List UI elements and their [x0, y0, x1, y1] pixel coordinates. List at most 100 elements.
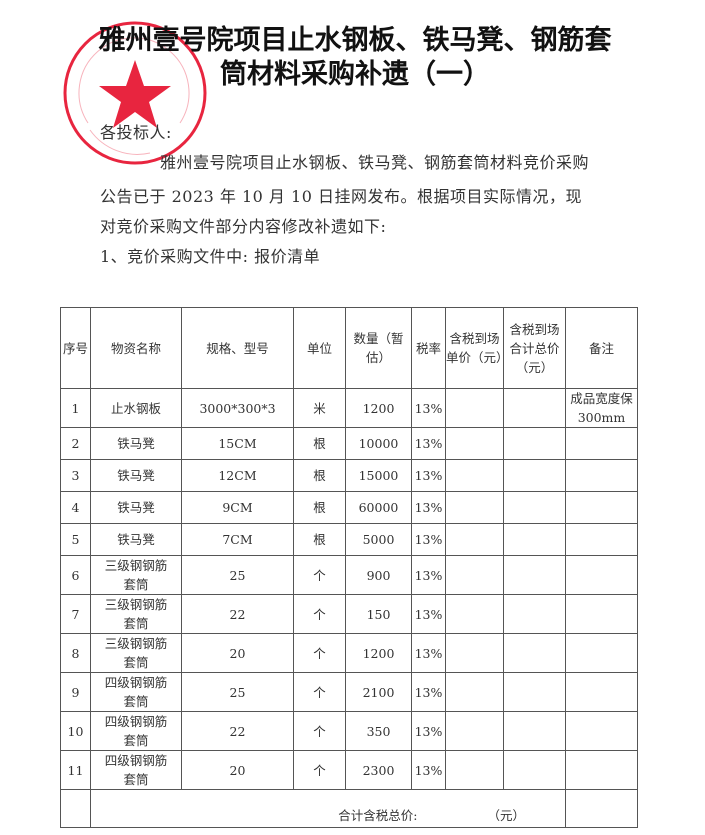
table-row: 3 铁马凳 12CM 根 15000 13%	[60, 459, 638, 492]
document-title-line2: 筒材料采购补遗（一）	[220, 59, 490, 90]
cell-unit: 个	[293, 555, 346, 595]
cell-total-price	[503, 459, 566, 492]
cell-unit: 个	[293, 633, 346, 673]
cell-total-price	[503, 750, 566, 790]
cell-unit: 米	[293, 388, 346, 428]
cell-note	[565, 523, 638, 556]
cell-qty: 2100	[345, 672, 412, 712]
cell-name: 四级钢钢筋套筒	[90, 711, 182, 751]
cell-name: 铁马凳	[90, 523, 182, 556]
column-header-label: 含税到场单价（元）	[446, 331, 509, 365]
cell-unit-price	[445, 594, 504, 634]
table-row: 7 三级钢钢筋套筒 22 个 150 13%	[60, 594, 638, 634]
cell-no: 3	[60, 459, 91, 492]
cell-name: 铁马凳	[90, 427, 182, 460]
cell-tax: 13%	[411, 555, 446, 595]
cell-tax: 13%	[411, 459, 446, 492]
cell-qty: 350	[345, 711, 412, 751]
cell-spec: 15CM	[181, 427, 294, 460]
cell-tax: 13%	[411, 633, 446, 673]
table-row: 8 三级钢钢筋套筒 20 个 1200 13%	[60, 633, 638, 673]
cell-unit-price	[445, 427, 504, 460]
total-label-cell: 合计含税总价: （元）	[90, 789, 566, 828]
cell-unit-price	[445, 523, 504, 556]
column-header-label: 单位	[306, 340, 332, 356]
cell-total-price	[503, 427, 566, 460]
column-header-label: 含税到场合计总价（元）	[509, 321, 560, 375]
paragraph-line: 雅州壹号院项目止水钢板、铁马凳、钢筋套筒材料竞价采购	[160, 153, 590, 172]
cell-unit-price	[445, 711, 504, 751]
column-header-label: 序号	[62, 340, 88, 356]
cell-note	[565, 711, 638, 751]
cell-note	[565, 594, 638, 634]
cell-unit-price	[445, 633, 504, 673]
column-header: 含税到场合计总价（元）	[503, 307, 566, 389]
cell-no: 4	[60, 491, 91, 524]
cell-no: 11	[60, 750, 91, 790]
cell-tax: 13%	[411, 711, 446, 751]
cell-unit: 个	[293, 594, 346, 634]
cell-qty: 1200	[345, 633, 412, 673]
table-row: 10 四级钢钢筋套筒 22 个 350 13%	[60, 711, 638, 751]
cell-no: 5	[60, 523, 91, 556]
column-header-label: 税率	[415, 340, 441, 356]
cell-unit-price	[445, 388, 504, 428]
cell-qty: 10000	[345, 427, 412, 460]
cell-note	[565, 555, 638, 595]
column-header-label: 物资名称	[110, 340, 161, 356]
table-row: 2 铁马凳 15CM 根 10000 13%	[60, 427, 638, 460]
cell-unit: 个	[293, 750, 346, 790]
cell-unit: 个	[293, 672, 346, 712]
cell-note	[565, 427, 638, 460]
cell-tax: 13%	[411, 427, 446, 460]
column-header: 序号	[60, 307, 91, 389]
cell-qty: 60000	[345, 491, 412, 524]
cell-total-price	[503, 594, 566, 634]
cell-spec: 7CM	[181, 523, 294, 556]
table-row: 1 止水钢板 3000*300*3 米 1200 13% 成品宽度保300mm	[60, 388, 638, 428]
cell-note	[565, 750, 638, 790]
cell-tax: 13%	[411, 594, 446, 634]
cell-note	[565, 633, 638, 673]
cell-unit-price	[445, 491, 504, 524]
cell-name: 止水钢板	[90, 388, 182, 428]
cell-qty: 1200	[345, 388, 412, 428]
cell-total-price	[503, 388, 566, 428]
cell-tax: 13%	[411, 491, 446, 524]
table-row: 9 四级钢钢筋套筒 25 个 2100 13%	[60, 672, 638, 712]
cell-qty: 15000	[345, 459, 412, 492]
cell-spec: 20	[181, 750, 294, 790]
cell-unit-price	[445, 750, 504, 790]
paragraph-line: 对竞价采购文件部分内容修改补遗如下:	[100, 217, 387, 236]
cell-spec: 20	[181, 633, 294, 673]
cell-note: 成品宽度保300mm	[565, 388, 638, 428]
cell-no: 9	[60, 672, 91, 712]
cell-empty	[60, 789, 91, 828]
cell-total-price	[503, 491, 566, 524]
cell-unit: 根	[293, 491, 346, 524]
document-title-line1: 雅州壹号院项目止水钢板、铁马凳、钢筋套	[98, 25, 612, 56]
cell-unit: 根	[293, 459, 346, 492]
cell-no: 10	[60, 711, 91, 751]
cell-tax: 13%	[411, 388, 446, 428]
cell-unit-price	[445, 459, 504, 492]
cell-name: 三级钢钢筋套筒	[90, 555, 182, 595]
cell-total-price	[503, 633, 566, 673]
list-item: 1、竞价采购文件中: 报价清单	[100, 247, 321, 266]
cell-name: 铁马凳	[90, 491, 182, 524]
cell-spec: 25	[181, 672, 294, 712]
cell-spec: 3000*300*3	[181, 388, 294, 428]
cell-name: 四级钢钢筋套筒	[90, 672, 182, 712]
table-row: 11 四级钢钢筋套筒 20 个 2300 13%	[60, 750, 638, 790]
cell-unit-price	[445, 555, 504, 595]
column-header: 税率	[411, 307, 446, 389]
paragraph-line: 公告已于 2023 年 10 月 10 日挂网发布。根据项目实际情况，现	[100, 187, 582, 206]
cell-name: 四级钢钢筋套筒	[90, 750, 182, 790]
column-header: 数量（暂估）	[345, 307, 412, 389]
table-row: 5 铁马凳 7CM 根 5000 13%	[60, 523, 638, 556]
column-header: 含税到场单价（元）	[445, 307, 509, 389]
cell-note	[565, 672, 638, 712]
company-seal	[63, 21, 207, 165]
total-label: 合计含税总价:	[338, 808, 418, 823]
quotation-table: 序号 物资名称 规格、型号 单位 数量（暂估） 税率 含税到场单价（元） 含税到场合计总价（元…	[60, 307, 638, 828]
